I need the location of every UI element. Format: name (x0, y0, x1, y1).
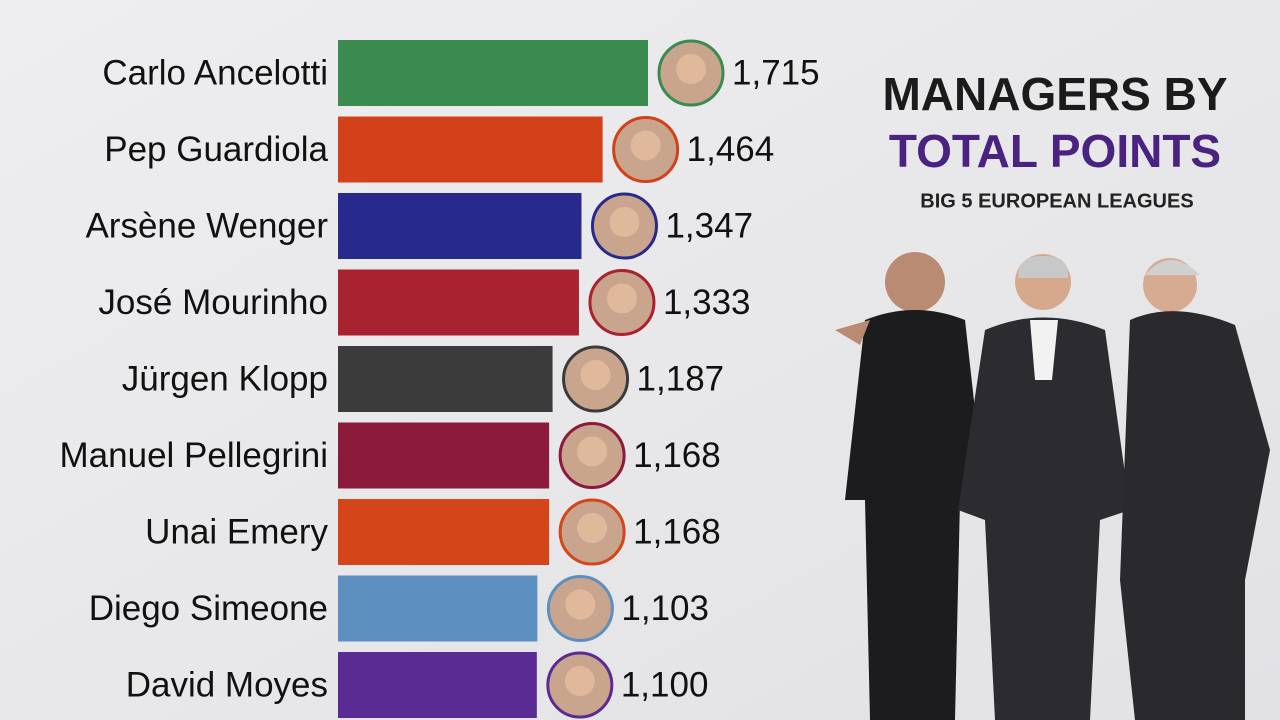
avatar-face (606, 283, 637, 314)
bar (338, 193, 582, 259)
bar (338, 499, 550, 565)
avatar-face (676, 54, 706, 84)
value-label: 1,347 (665, 206, 753, 245)
category-label: Unai Emery (145, 512, 328, 551)
avatar-face (630, 130, 661, 161)
category-label: Carlo Ancelotti (102, 53, 328, 92)
value-label: 1,168 (633, 512, 721, 551)
bar (338, 346, 553, 412)
managers-photo (835, 252, 1270, 720)
category-label: José Mourinho (98, 283, 328, 322)
value-label: 1,187 (637, 359, 725, 398)
value-label: 1,168 (633, 436, 721, 475)
value-label: 1,103 (621, 589, 709, 628)
category-label: Diego Simeone (89, 589, 328, 628)
bar (338, 116, 603, 183)
category-label: Pep Guardiola (104, 130, 328, 169)
avatar-face (577, 513, 608, 543)
value-label: 1,715 (732, 53, 820, 92)
chart-subtitle: BIG 5 EUROPEAN LEAGUES (920, 190, 1193, 212)
value-label: 1,464 (687, 130, 775, 169)
bar (338, 575, 538, 642)
value-label: 1,333 (663, 283, 751, 322)
avatar-face (609, 207, 640, 237)
avatar-face (580, 360, 611, 390)
avatar-face (565, 589, 596, 620)
category-label: Manuel Pellegrini (60, 436, 328, 475)
bar (338, 40, 648, 106)
avatar-face (577, 436, 608, 467)
bar (338, 422, 550, 489)
category-label: Jürgen Klopp (122, 359, 328, 398)
chart-title: MANAGERS BY (882, 68, 1227, 120)
chart-title-emphasis: TOTAL POINTS (889, 125, 1221, 177)
bar (338, 652, 537, 718)
value-label: 1,100 (621, 665, 709, 704)
avatar-face (564, 666, 595, 696)
category-label: Arsène Wenger (85, 206, 328, 245)
bar (338, 269, 579, 336)
category-label: David Moyes (126, 665, 328, 704)
